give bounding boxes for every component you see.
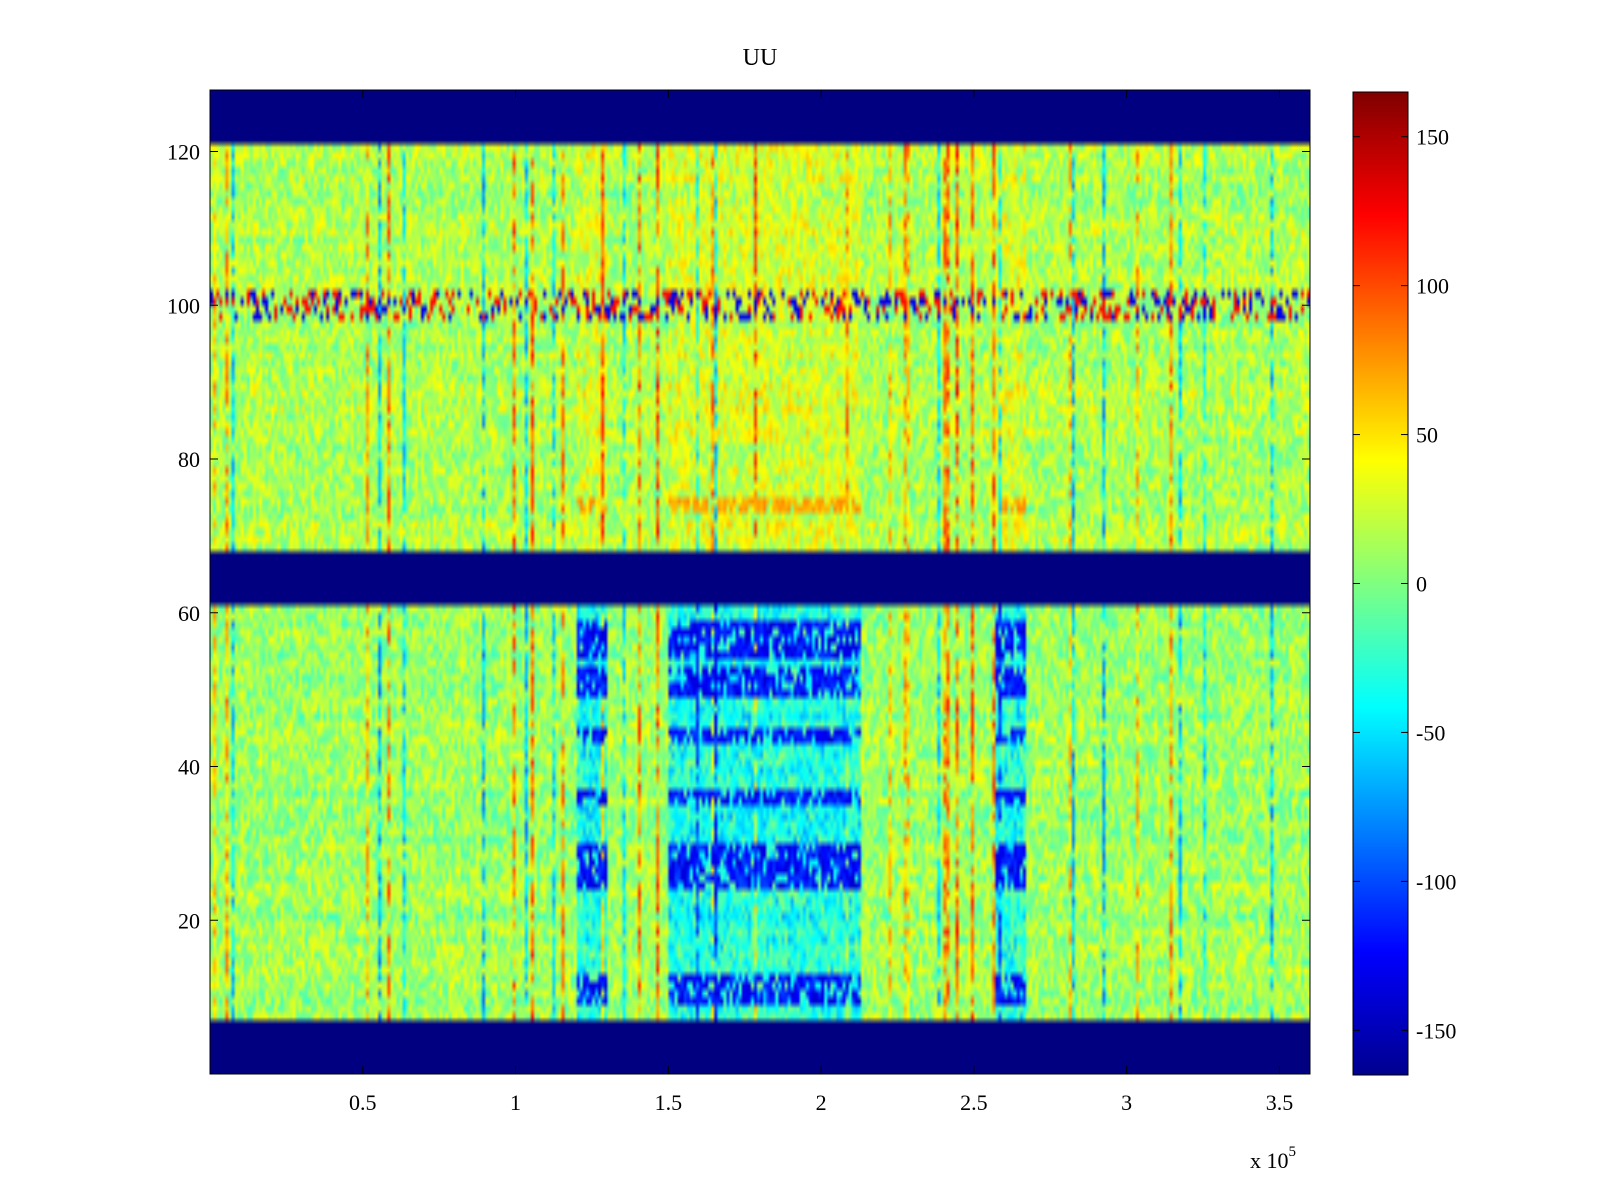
x-tick-label: 3 xyxy=(1121,1090,1132,1115)
colorbar-tick-label: -100 xyxy=(1416,869,1456,894)
colorbar-tick-label: 0 xyxy=(1416,572,1427,597)
y-tick-label: 60 xyxy=(178,601,200,626)
colorbar-axis: -150 -100 -50 0 50 100 150 xyxy=(1353,125,1456,1043)
x-tick-label: 1.5 xyxy=(655,1090,683,1115)
y-tick-label: 80 xyxy=(178,447,200,472)
y-tick-label: 100 xyxy=(167,293,200,318)
x-tick-label: 2 xyxy=(816,1090,827,1115)
colorbar-tick-label: 100 xyxy=(1416,274,1449,299)
x-tick-label: 0.5 xyxy=(349,1090,377,1115)
plot-frame xyxy=(209,89,1311,1075)
x-exponent-label: x 105 xyxy=(1250,1144,1296,1173)
colorbar-tick-label: 150 xyxy=(1416,125,1449,150)
colorbar-tick-label: 50 xyxy=(1416,423,1438,448)
chart-title: UU xyxy=(743,45,778,71)
heatmap-image xyxy=(210,90,1310,1074)
x-axis: 0.5 1 1.5 2 2.5 3 3.5 xyxy=(349,90,1293,1115)
x-tick-label: 2.5 xyxy=(960,1090,988,1115)
plot-area: 0.5 1 1.5 2 2.5 3 3.5 20 40 60 80 100 120 x 105 xyxy=(167,89,1311,1173)
x-tick-label: 1 xyxy=(510,1090,521,1115)
y-axis: 20 40 60 80 100 120 xyxy=(167,140,1310,933)
y-tick-label: 120 xyxy=(167,140,200,165)
colorbar-tick-label: -50 xyxy=(1416,720,1445,745)
colorbar-gradient xyxy=(1353,92,1408,1075)
y-tick-label: 20 xyxy=(178,908,200,933)
colorbar-tick-label: -150 xyxy=(1416,1018,1456,1043)
x-tick-label: 3.5 xyxy=(1266,1090,1294,1115)
colorbar: -150 -100 -50 0 50 100 150 xyxy=(1352,91,1456,1076)
y-tick-label: 40 xyxy=(178,755,200,780)
